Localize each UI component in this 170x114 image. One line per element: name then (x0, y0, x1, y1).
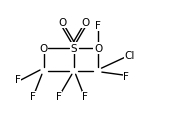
Text: F: F (123, 72, 129, 82)
Text: F: F (82, 91, 88, 101)
Text: F: F (30, 91, 36, 101)
Text: O: O (94, 44, 102, 53)
Text: F: F (95, 21, 101, 31)
Text: Cl: Cl (125, 51, 135, 61)
Text: S: S (70, 44, 77, 53)
Text: O: O (58, 18, 67, 28)
Text: O: O (40, 44, 48, 53)
Text: F: F (56, 91, 62, 101)
Text: O: O (81, 18, 89, 28)
Text: F: F (15, 75, 21, 84)
